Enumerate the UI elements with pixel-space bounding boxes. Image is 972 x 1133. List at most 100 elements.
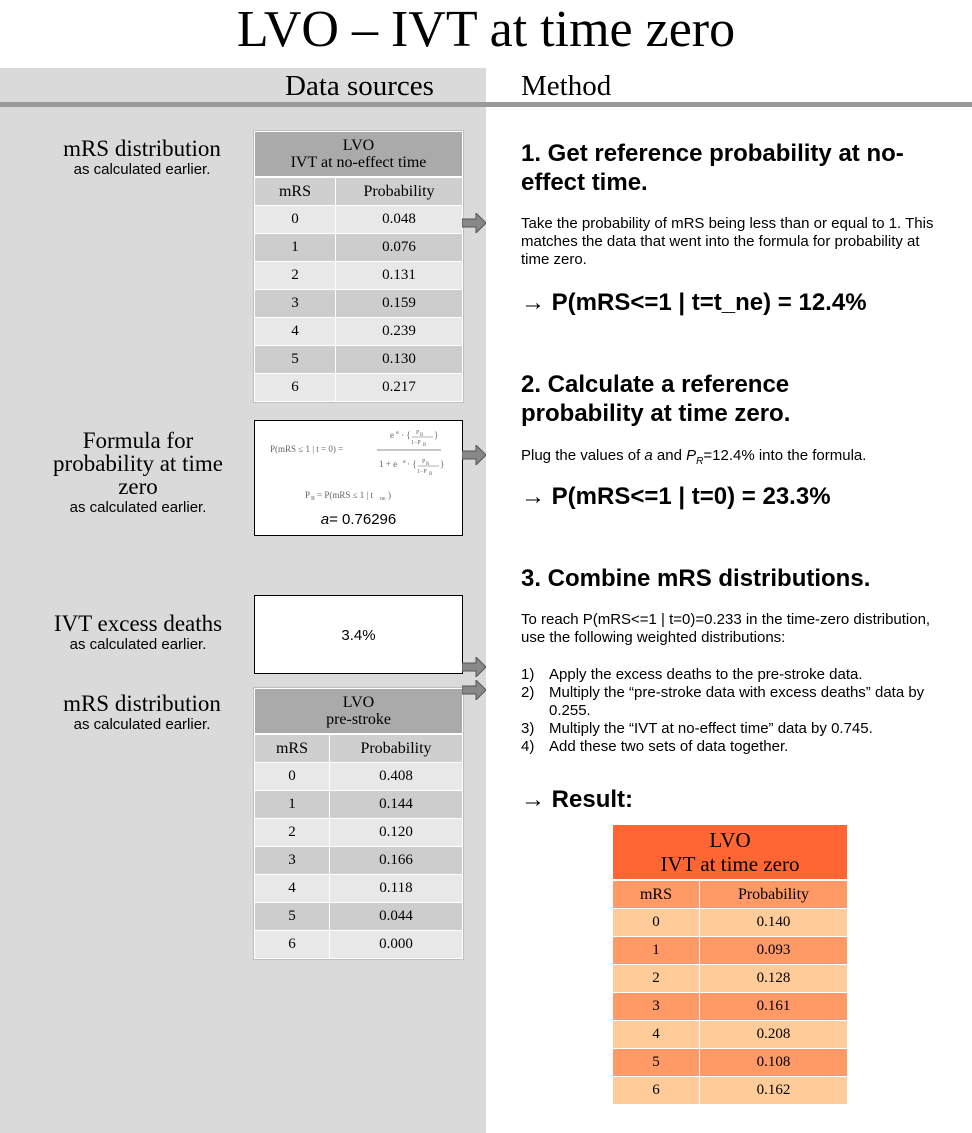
- source-excess-deaths-label: IVT excess deaths as calculated earlier.: [40, 612, 236, 654]
- table-caption: LVO IVT at no-effect time: [254, 131, 463, 178]
- cell-mrs: 6: [254, 373, 336, 402]
- column-header-probability: Probability: [335, 176, 463, 206]
- list-text: Apply the excess deaths to the pre-strok…: [549, 666, 863, 683]
- column-header-mrs: mRS: [254, 176, 336, 206]
- column-header-probability: Probability: [699, 879, 848, 909]
- source-formula-label: Formula for probability at time zero as …: [40, 429, 236, 517]
- step2-text: =12.4% into the formula.: [703, 447, 867, 464]
- cell-mrs: 4: [254, 317, 336, 346]
- cell-mrs: 2: [254, 818, 330, 847]
- table-row: 0 0.048: [254, 205, 463, 234]
- table-result-time-zero: LVO IVT at time zero mRS Probability 0 0.…: [612, 824, 848, 1105]
- cell-probability: 0.131: [335, 261, 463, 290]
- step3-body: To reach P(mRS<=1 | t=0)=0.233 in the ti…: [521, 611, 931, 646]
- table-row: 5 0.108: [612, 1048, 848, 1077]
- cell-mrs: 0: [254, 762, 330, 791]
- cell-mrs: 3: [254, 289, 336, 318]
- svg-text:· {: · {: [407, 459, 417, 469]
- svg-text:· {: · {: [401, 430, 411, 440]
- cell-mrs: 1: [612, 936, 700, 965]
- arrow-right-icon: [462, 213, 486, 233]
- svg-text:R: R: [311, 496, 315, 502]
- table-row: 5 0.130: [254, 345, 463, 374]
- cell-probability: 0.140: [699, 908, 848, 937]
- source-label-title: mRS distribution: [63, 691, 221, 716]
- list-number: 4): [521, 738, 535, 755]
- cell-mrs: 4: [612, 1020, 700, 1049]
- table-row: 1 0.144: [254, 790, 463, 819]
- cell-probability: 0.130: [335, 345, 463, 374]
- step2-body: Plug the values of a and PR=12.4% into t…: [521, 447, 946, 471]
- step3-list: 1) Apply the excess deaths to the pre-str…: [521, 666, 946, 756]
- cell-probability: 0.118: [329, 874, 463, 903]
- cell-mrs: 5: [254, 902, 330, 931]
- table-row: 4 0.118: [254, 874, 463, 903]
- step2-result: → P(mRS<=1 | t=0) = 23.3%: [521, 483, 831, 510]
- list-number: 3): [521, 720, 535, 737]
- cell-mrs: 3: [612, 992, 700, 1021]
- cell-mrs: 5: [612, 1048, 700, 1077]
- cell-probability: 0.120: [329, 818, 463, 847]
- svg-text:R: R: [423, 443, 427, 448]
- table-row: 1 0.076: [254, 233, 463, 262]
- caption-line: pre-stroke: [326, 711, 391, 728]
- svg-text:a: a: [403, 459, 406, 465]
- cell-mrs: 1: [254, 233, 336, 262]
- svg-text:R: R: [426, 462, 430, 467]
- step2-heading: 2. Calculate a reference probability at …: [521, 371, 791, 427]
- step2-text: Plug the values of: [521, 447, 645, 464]
- table-row: 2 0.131: [254, 261, 463, 290]
- step1-body: Take the probability of mRS being less t…: [521, 215, 934, 268]
- cell-probability: 0.166: [329, 846, 463, 875]
- table-caption: LVO IVT at time zero: [612, 824, 848, 881]
- a-value-text: = 0.76296: [329, 511, 397, 528]
- svg-text:R: R: [420, 433, 424, 438]
- source-label-title: zero: [118, 474, 158, 499]
- svg-text:): ): [388, 490, 391, 500]
- cell-probability: 0.161: [699, 992, 848, 1021]
- table-row: 3 0.161: [612, 992, 848, 1021]
- p-subscript: R: [696, 456, 704, 467]
- step1-result: → P(mRS<=1 | t=t_ne) = 12.4%: [521, 289, 867, 316]
- data-sources-heading: Data sources: [285, 70, 434, 102]
- svg-text:R: R: [429, 472, 433, 477]
- a-symbol: a: [644, 447, 653, 464]
- cell-mrs: 2: [254, 261, 336, 290]
- cell-probability: 0.093: [699, 936, 848, 965]
- list-text: Add these two sets of data together.: [549, 738, 789, 755]
- svg-text:1−P: 1−P: [411, 440, 421, 446]
- svg-text:}: }: [434, 430, 438, 440]
- excess-deaths-box: 3.4%: [254, 595, 463, 674]
- svg-text:ne: ne: [380, 496, 386, 502]
- table-row: 3 0.159: [254, 289, 463, 318]
- table-row: 5 0.044: [254, 902, 463, 931]
- table-caption: LVO pre-stroke: [254, 688, 463, 735]
- list-item: 2) Multiply the “pre-stroke data with exc…: [521, 684, 946, 720]
- source-label-sub: as calculated earlier.: [69, 499, 207, 516]
- cell-probability: 0.208: [699, 1020, 848, 1049]
- cell-mrs: 6: [612, 1076, 700, 1105]
- list-number: 1): [521, 666, 535, 683]
- svg-text:P: P: [305, 490, 310, 500]
- source-label-title: Formula for: [82, 428, 194, 453]
- table-row: 2 0.120: [254, 818, 463, 847]
- svg-text:1−P: 1−P: [417, 469, 427, 475]
- cell-probability: 0.108: [699, 1048, 848, 1077]
- svg-text:P(mRS ≤ 1 | t = 0) =: P(mRS ≤ 1 | t = 0) =: [270, 444, 343, 454]
- cell-probability: 0.076: [335, 233, 463, 262]
- cell-probability: 0.239: [335, 317, 463, 346]
- table-pre-stroke: LVO pre-stroke mRS Probability 0 0.408 1 0.…: [253, 687, 464, 960]
- table-row: 2 0.128: [612, 964, 848, 993]
- table-row: 0 0.408: [254, 762, 463, 791]
- arrow-right-icon: [462, 445, 486, 465]
- column-header-mrs: mRS: [612, 879, 700, 909]
- source-mrs-prestroke-label: mRS distribution as calculated earlier.: [44, 692, 240, 734]
- step3-result: → Result:: [521, 786, 634, 813]
- svg-text:= P(mRS ≤ 1 | t: = P(mRS ≤ 1 | t: [317, 490, 374, 500]
- table-row: 0 0.140: [612, 908, 848, 937]
- svg-text:e: e: [390, 430, 394, 440]
- cell-probability: 0.044: [329, 902, 463, 931]
- arrow-right-icon: [462, 680, 486, 700]
